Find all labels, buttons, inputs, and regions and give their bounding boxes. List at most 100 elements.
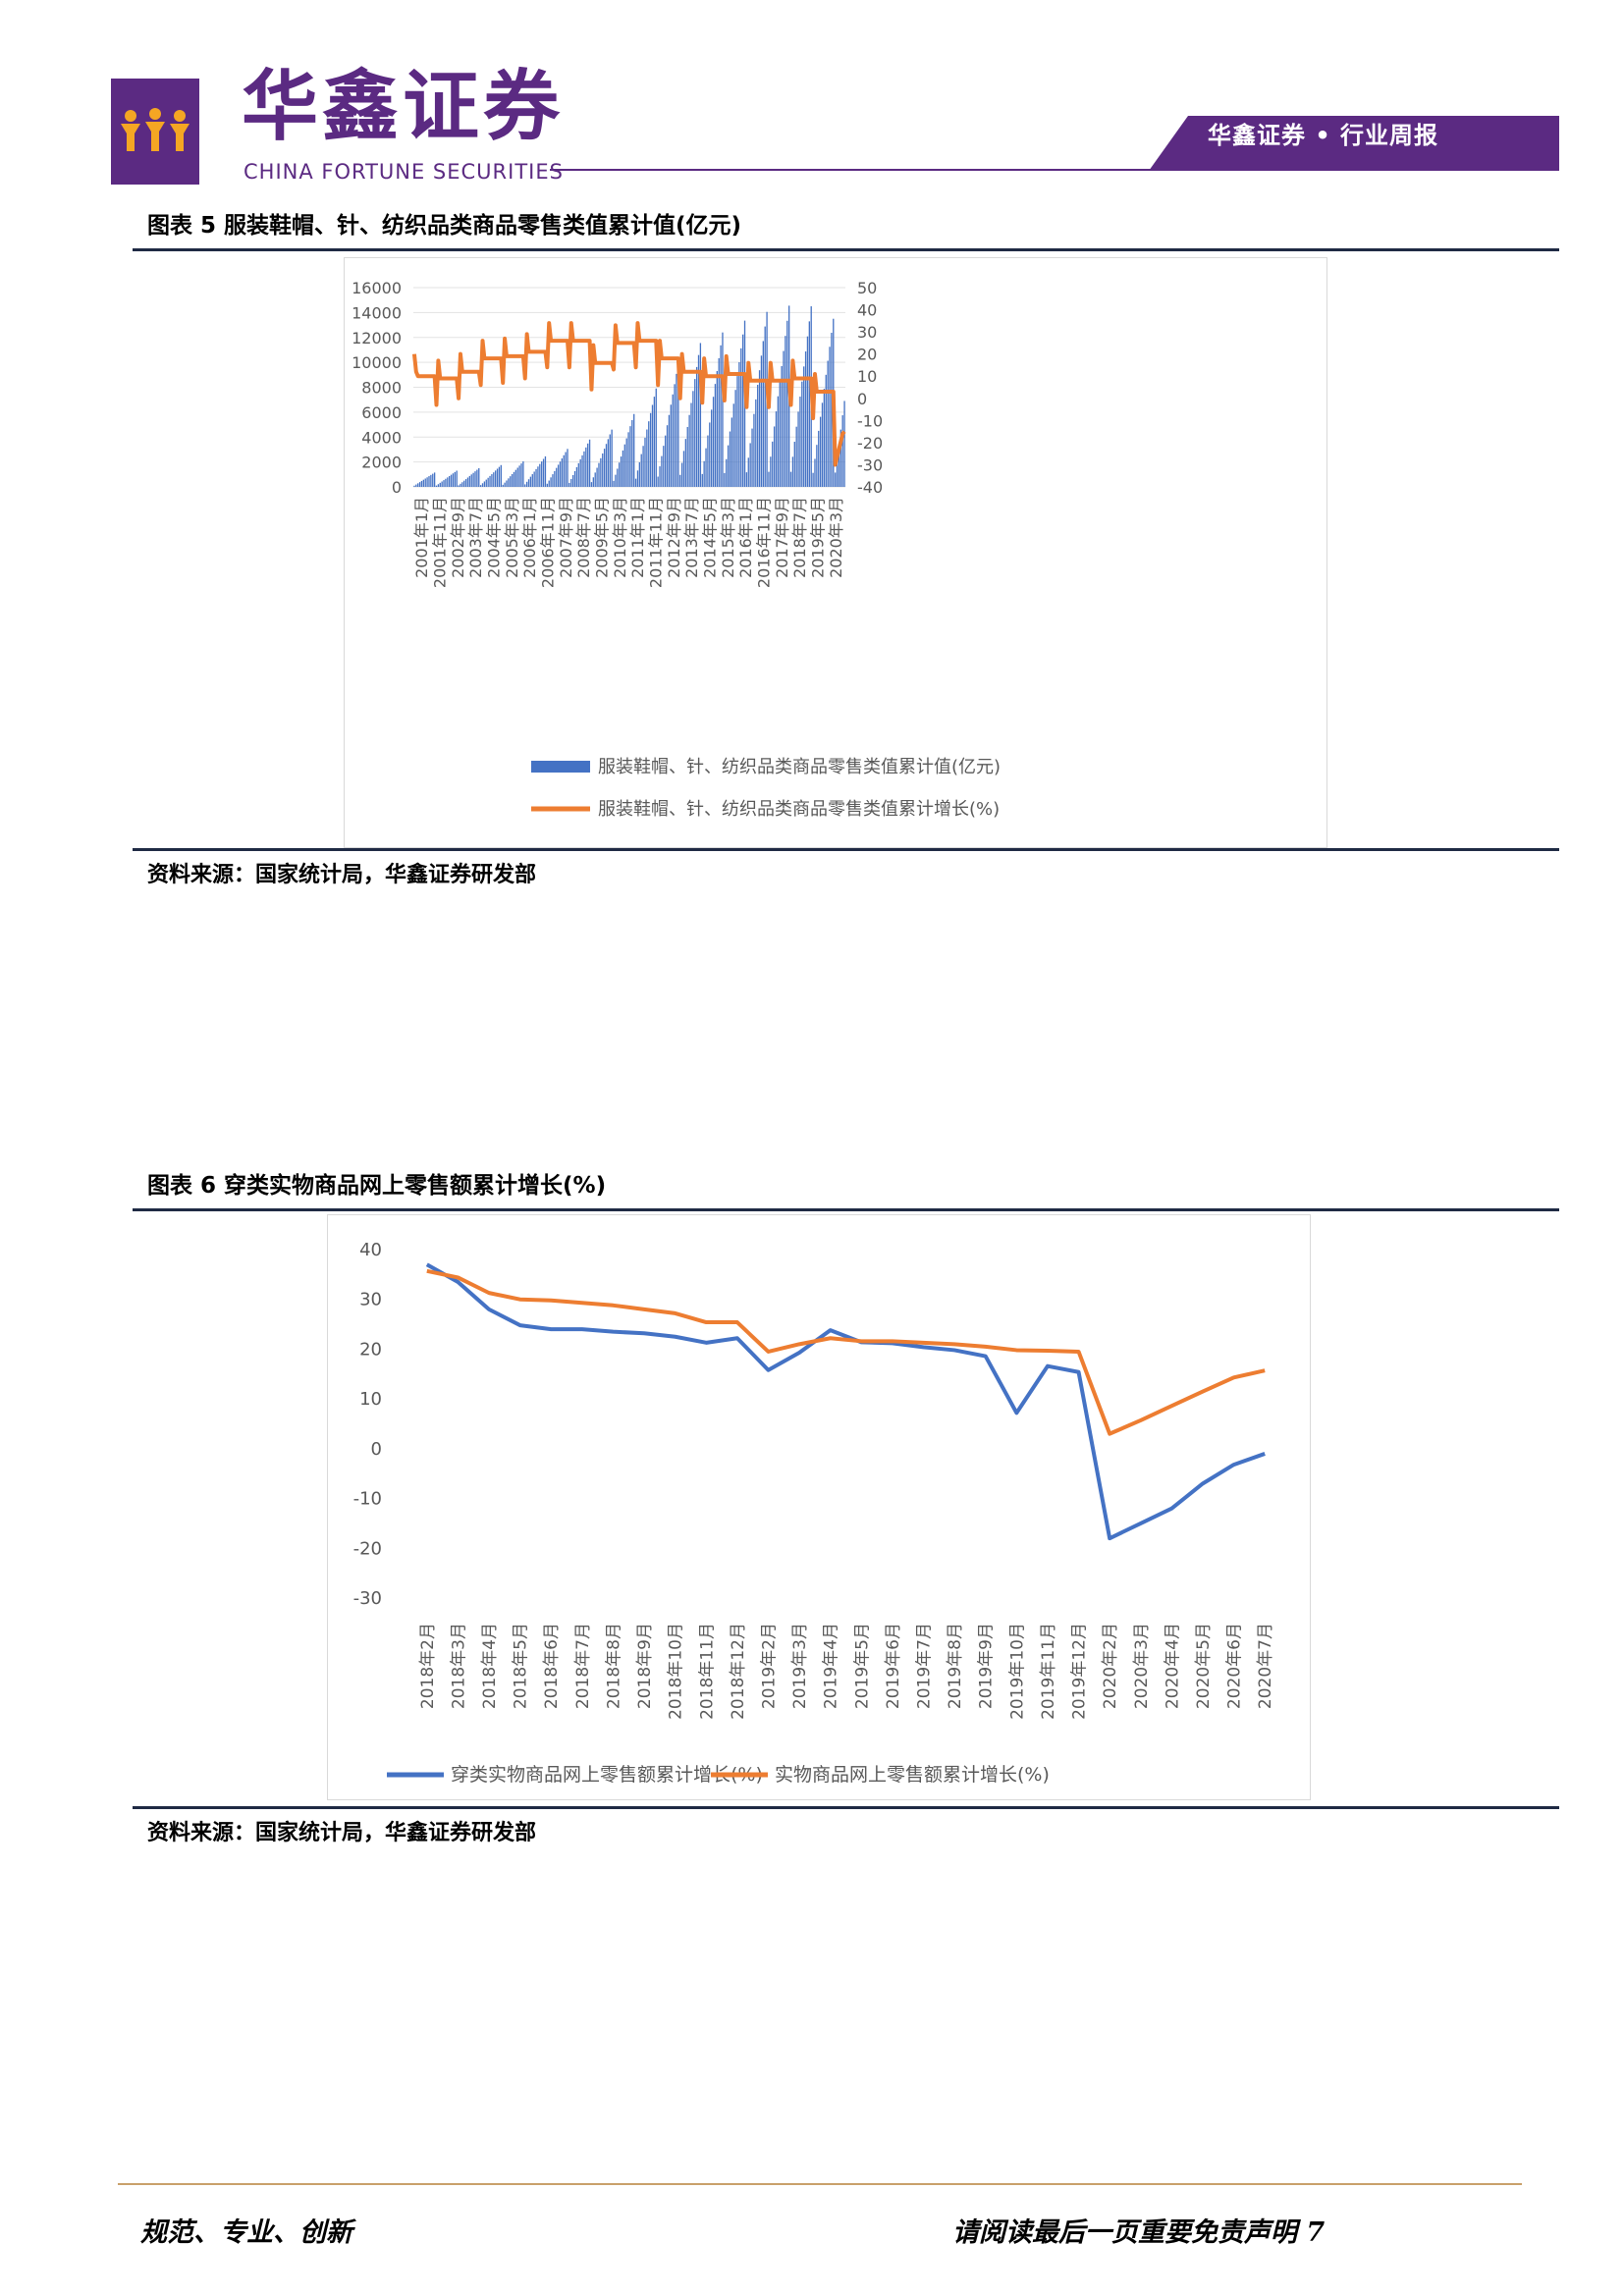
bar — [433, 472, 436, 487]
bar — [836, 457, 839, 487]
bar — [522, 460, 524, 487]
bar — [716, 371, 718, 487]
bar — [749, 443, 751, 487]
y-left-tick-label: 6000 — [361, 403, 402, 422]
bar — [670, 404, 672, 487]
bar — [464, 479, 467, 487]
bar — [843, 400, 845, 487]
bar — [437, 484, 440, 487]
bar — [823, 389, 826, 487]
bar — [483, 481, 486, 487]
bar — [764, 326, 766, 487]
bar — [793, 442, 795, 487]
bar — [827, 360, 829, 487]
bar — [588, 439, 591, 487]
bar — [679, 474, 681, 487]
bar — [470, 474, 472, 487]
bar — [561, 457, 564, 487]
bar — [825, 374, 827, 487]
bar — [447, 477, 449, 487]
x-tick-label: 2019年7月 — [915, 1623, 935, 1709]
bar — [727, 445, 730, 487]
bar — [653, 397, 656, 487]
bar — [581, 454, 583, 487]
x-tick-label: 2011年1月 — [628, 497, 647, 578]
x-tick-label: 2018年7月 — [573, 1623, 593, 1709]
bar — [546, 483, 548, 487]
bar — [831, 332, 833, 487]
x-tick-label: 2018年10月 — [667, 1623, 686, 1720]
x-tick-label: 2018年4月 — [480, 1623, 500, 1709]
y-tick-label: 20 — [359, 1339, 382, 1360]
bar — [676, 373, 677, 487]
y-left-tick-label: 16000 — [352, 279, 402, 297]
y-right-tick-label: 40 — [857, 301, 877, 320]
bar — [718, 357, 720, 487]
footer-rule — [118, 2183, 1522, 2185]
bar — [587, 443, 589, 487]
bar — [648, 421, 650, 487]
bar — [724, 472, 726, 487]
bar — [428, 476, 430, 487]
bar — [695, 366, 698, 487]
bar — [466, 477, 469, 487]
bar — [694, 379, 696, 487]
bar — [674, 384, 676, 487]
bar — [559, 461, 562, 487]
bar — [760, 355, 763, 487]
growth-line — [411, 321, 846, 467]
footer-slogan: 规范、专业、创新 — [140, 2217, 352, 2248]
figure5-title: 图表 5 服装鞋帽、针、纺织品类商品零售类值累计值(亿元) — [147, 213, 742, 239]
x-tick-label: 2008年7月 — [574, 497, 593, 578]
bar — [772, 441, 774, 487]
bar — [726, 458, 728, 487]
y-left-tick-label: 10000 — [352, 353, 402, 372]
bar — [753, 413, 755, 487]
x-tick-label: 2009年5月 — [593, 497, 612, 578]
bar — [684, 439, 687, 487]
bar — [592, 477, 594, 487]
bar — [680, 462, 683, 487]
bar — [638, 461, 640, 487]
bar — [801, 381, 803, 487]
x-tick-label: 2013年7月 — [682, 497, 701, 578]
bar — [751, 428, 753, 487]
bar — [514, 469, 517, 487]
bar — [747, 457, 749, 487]
bar — [803, 366, 805, 487]
x-tick-label: 2018年7月 — [790, 497, 809, 578]
bar — [745, 472, 748, 487]
brand-logo — [111, 79, 199, 185]
x-tick-label: 2006年1月 — [520, 497, 539, 578]
x-tick-label: 2019年6月 — [884, 1623, 903, 1709]
bar — [707, 435, 709, 487]
x-tick-label: 2019年9月 — [977, 1623, 997, 1709]
x-tick-label: 2014年5月 — [701, 497, 720, 578]
bar — [821, 402, 824, 487]
bar — [481, 483, 484, 487]
series-line-2 — [426, 1268, 1266, 1436]
bar — [557, 464, 560, 487]
bar — [415, 484, 417, 487]
bar — [633, 413, 635, 487]
bar — [435, 485, 438, 487]
y-left-tick-label: 4000 — [361, 428, 402, 447]
bar — [740, 347, 742, 487]
y-right-tick-label: 0 — [857, 390, 867, 408]
bar — [602, 453, 604, 487]
bar — [563, 454, 565, 487]
bar — [552, 474, 554, 487]
bar — [579, 458, 581, 487]
legend-series2-label: 实物商品网上零售额累计增长(%) — [775, 1764, 1050, 1786]
x-tick-label: 2018年3月 — [449, 1623, 468, 1709]
brand-name-en: CHINA FORTUNE SECURITIES — [244, 160, 564, 184]
bar — [479, 485, 482, 487]
bar — [627, 432, 629, 487]
bar — [575, 466, 578, 487]
bar — [420, 480, 423, 487]
bar — [646, 429, 648, 487]
bar — [463, 480, 465, 487]
x-tick-label: 2019年2月 — [759, 1623, 779, 1709]
bar — [779, 381, 781, 487]
bar — [791, 456, 794, 487]
